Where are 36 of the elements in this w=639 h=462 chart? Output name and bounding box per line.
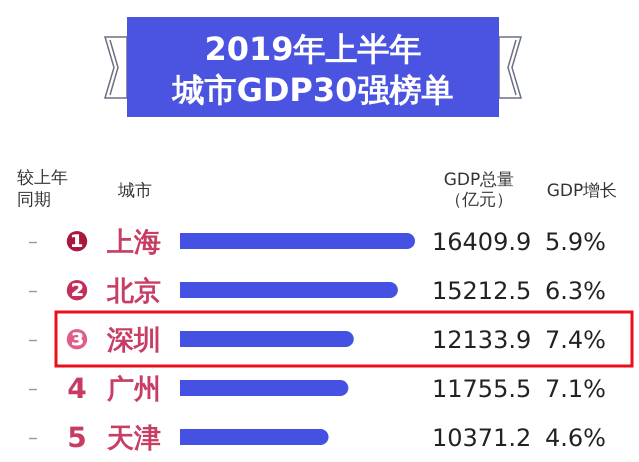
text: – (28, 278, 38, 302)
text: 较上年同期 (17, 168, 68, 210)
y-tick-label: 深圳 (106, 325, 161, 356)
text: 5.9% (545, 228, 606, 256)
text: 7.1% (545, 375, 606, 403)
chart-title: 2019年上半年 (204, 30, 422, 68)
y-axis-title: 城市 (117, 181, 152, 201)
bar (180, 380, 348, 396)
data-label: 11755.5 (432, 375, 532, 403)
y-tick-label: 北京 (106, 276, 161, 307)
text: ❸ (65, 323, 89, 356)
text: 5 (67, 421, 87, 454)
y-tick-label: 上海 (106, 227, 161, 258)
y-tick-label: 广州 (106, 374, 161, 405)
bar (180, 429, 329, 445)
text: – (28, 229, 38, 253)
text: ❶ (65, 225, 89, 258)
text: 7.4% (545, 326, 606, 354)
chart-subtitle: 城市GDP30强榜单 (170, 71, 454, 109)
text: 4.6% (545, 424, 606, 452)
data-label: 16409.9 (432, 228, 532, 256)
y-tick-label: 天津 (106, 423, 161, 454)
text: – (28, 425, 38, 449)
text: 6.3% (545, 277, 606, 305)
data-label: 15212.5 (432, 277, 532, 305)
text: ❷ (65, 274, 89, 307)
bar (180, 282, 398, 298)
data-label: 12133.9 (432, 326, 532, 354)
bar (180, 331, 354, 347)
x-axis-title: GDP总量（亿元） (444, 170, 514, 210)
text: GDP增长 (546, 181, 618, 201)
text: – (28, 327, 38, 351)
text: – (28, 376, 38, 400)
text: 4 (67, 372, 87, 405)
data-label: 10371.2 (432, 424, 532, 452)
bar (180, 233, 415, 249)
